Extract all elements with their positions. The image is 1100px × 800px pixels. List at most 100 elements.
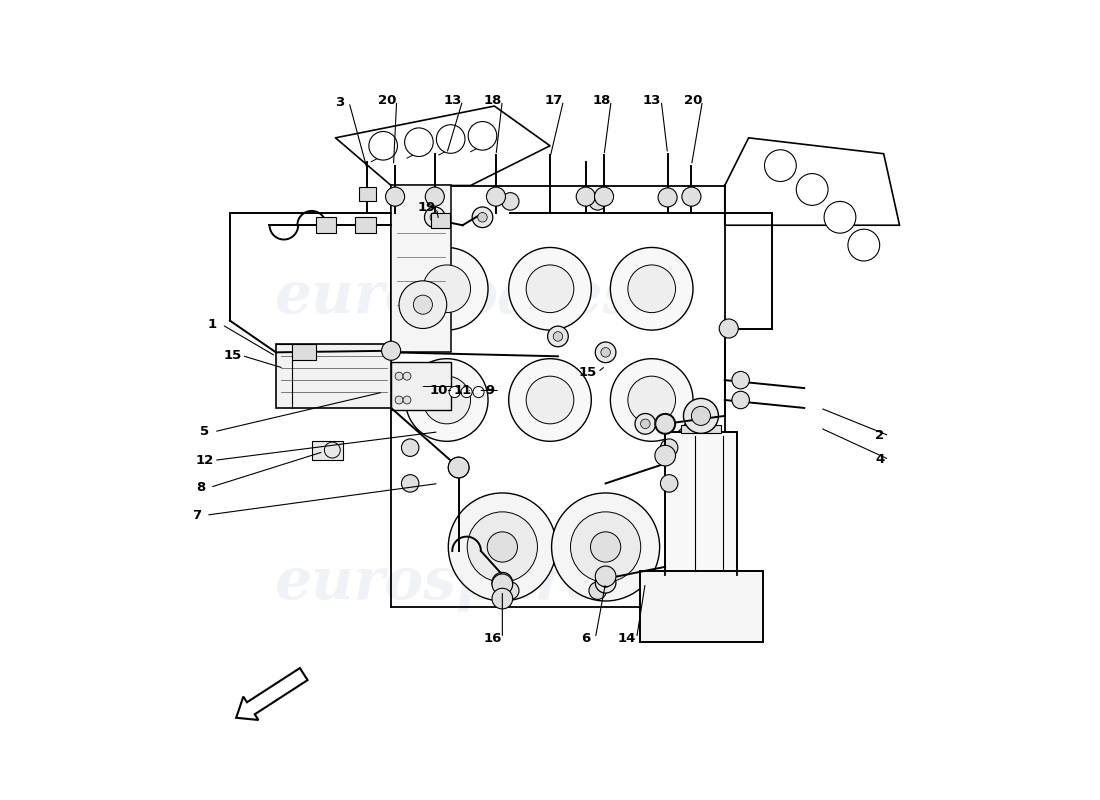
Circle shape — [399, 281, 447, 329]
Polygon shape — [725, 138, 900, 226]
Circle shape — [588, 582, 606, 599]
Circle shape — [395, 372, 403, 380]
Text: 14: 14 — [618, 632, 636, 645]
Bar — [355, 218, 376, 233]
Circle shape — [386, 187, 405, 206]
Text: 2: 2 — [876, 430, 884, 442]
Text: 19: 19 — [418, 202, 436, 214]
Circle shape — [683, 398, 718, 434]
Circle shape — [487, 532, 517, 562]
Circle shape — [406, 358, 488, 442]
Circle shape — [449, 457, 469, 478]
Bar — [316, 218, 337, 233]
Circle shape — [472, 207, 493, 228]
Text: eurospares: eurospares — [274, 554, 636, 611]
Bar — [392, 186, 451, 352]
Circle shape — [437, 125, 465, 154]
Circle shape — [526, 376, 574, 424]
Circle shape — [628, 265, 675, 313]
Circle shape — [414, 295, 432, 314]
Circle shape — [486, 187, 506, 206]
Circle shape — [402, 439, 419, 457]
Circle shape — [473, 386, 484, 398]
Text: 18: 18 — [484, 94, 502, 107]
Bar — [359, 187, 376, 202]
Circle shape — [430, 213, 440, 222]
Circle shape — [382, 342, 400, 360]
Text: 13: 13 — [642, 94, 661, 107]
Text: 13: 13 — [444, 94, 462, 107]
Text: eurospares: eurospares — [274, 269, 636, 325]
Bar — [666, 432, 737, 574]
Circle shape — [403, 396, 411, 404]
Circle shape — [610, 247, 693, 330]
Text: 8: 8 — [196, 481, 205, 494]
Circle shape — [508, 247, 592, 330]
Polygon shape — [336, 106, 550, 186]
Circle shape — [591, 532, 620, 562]
Circle shape — [492, 574, 513, 594]
Text: 7: 7 — [191, 509, 201, 522]
Circle shape — [502, 582, 519, 599]
Circle shape — [796, 174, 828, 206]
Circle shape — [682, 187, 701, 206]
Circle shape — [402, 474, 419, 492]
Text: 20: 20 — [684, 94, 702, 107]
Circle shape — [595, 566, 616, 586]
Circle shape — [449, 457, 469, 478]
Circle shape — [588, 193, 606, 210]
Circle shape — [601, 578, 610, 587]
Circle shape — [461, 386, 472, 398]
Circle shape — [551, 493, 660, 601]
FancyArrow shape — [236, 668, 308, 720]
Circle shape — [764, 150, 796, 182]
Bar — [276, 344, 392, 408]
Circle shape — [660, 474, 678, 492]
Circle shape — [403, 372, 411, 380]
Circle shape — [571, 512, 640, 582]
Circle shape — [656, 414, 674, 434]
Circle shape — [635, 414, 656, 434]
Circle shape — [422, 376, 471, 424]
Circle shape — [508, 358, 592, 442]
Circle shape — [610, 358, 693, 442]
Text: 10: 10 — [430, 384, 448, 397]
Circle shape — [824, 202, 856, 233]
Circle shape — [497, 578, 507, 587]
Circle shape — [601, 347, 610, 357]
Circle shape — [595, 342, 616, 362]
Circle shape — [660, 439, 678, 457]
Bar — [681, 426, 720, 434]
Circle shape — [477, 213, 487, 222]
Text: 5: 5 — [200, 426, 209, 438]
Circle shape — [628, 376, 675, 424]
Text: 18: 18 — [593, 94, 611, 107]
Circle shape — [732, 371, 749, 389]
Text: 1: 1 — [208, 318, 217, 331]
Circle shape — [492, 572, 513, 593]
Text: 11: 11 — [453, 384, 472, 397]
Circle shape — [732, 391, 749, 409]
Circle shape — [425, 207, 446, 228]
Circle shape — [405, 128, 433, 157]
Circle shape — [576, 187, 595, 206]
Circle shape — [719, 319, 738, 338]
Circle shape — [848, 229, 880, 261]
Circle shape — [449, 386, 460, 398]
Text: 20: 20 — [378, 94, 396, 107]
Bar — [640, 571, 763, 642]
Text: 15: 15 — [579, 366, 597, 378]
Circle shape — [594, 187, 614, 206]
Circle shape — [595, 572, 616, 593]
Text: 9: 9 — [486, 384, 495, 397]
Circle shape — [469, 122, 497, 150]
Circle shape — [654, 414, 675, 434]
Bar — [311, 441, 343, 459]
Bar — [392, 362, 451, 410]
Text: 16: 16 — [484, 632, 502, 645]
Circle shape — [660, 419, 670, 429]
Circle shape — [654, 446, 675, 466]
Circle shape — [640, 419, 650, 429]
Circle shape — [468, 512, 538, 582]
Circle shape — [492, 588, 513, 609]
